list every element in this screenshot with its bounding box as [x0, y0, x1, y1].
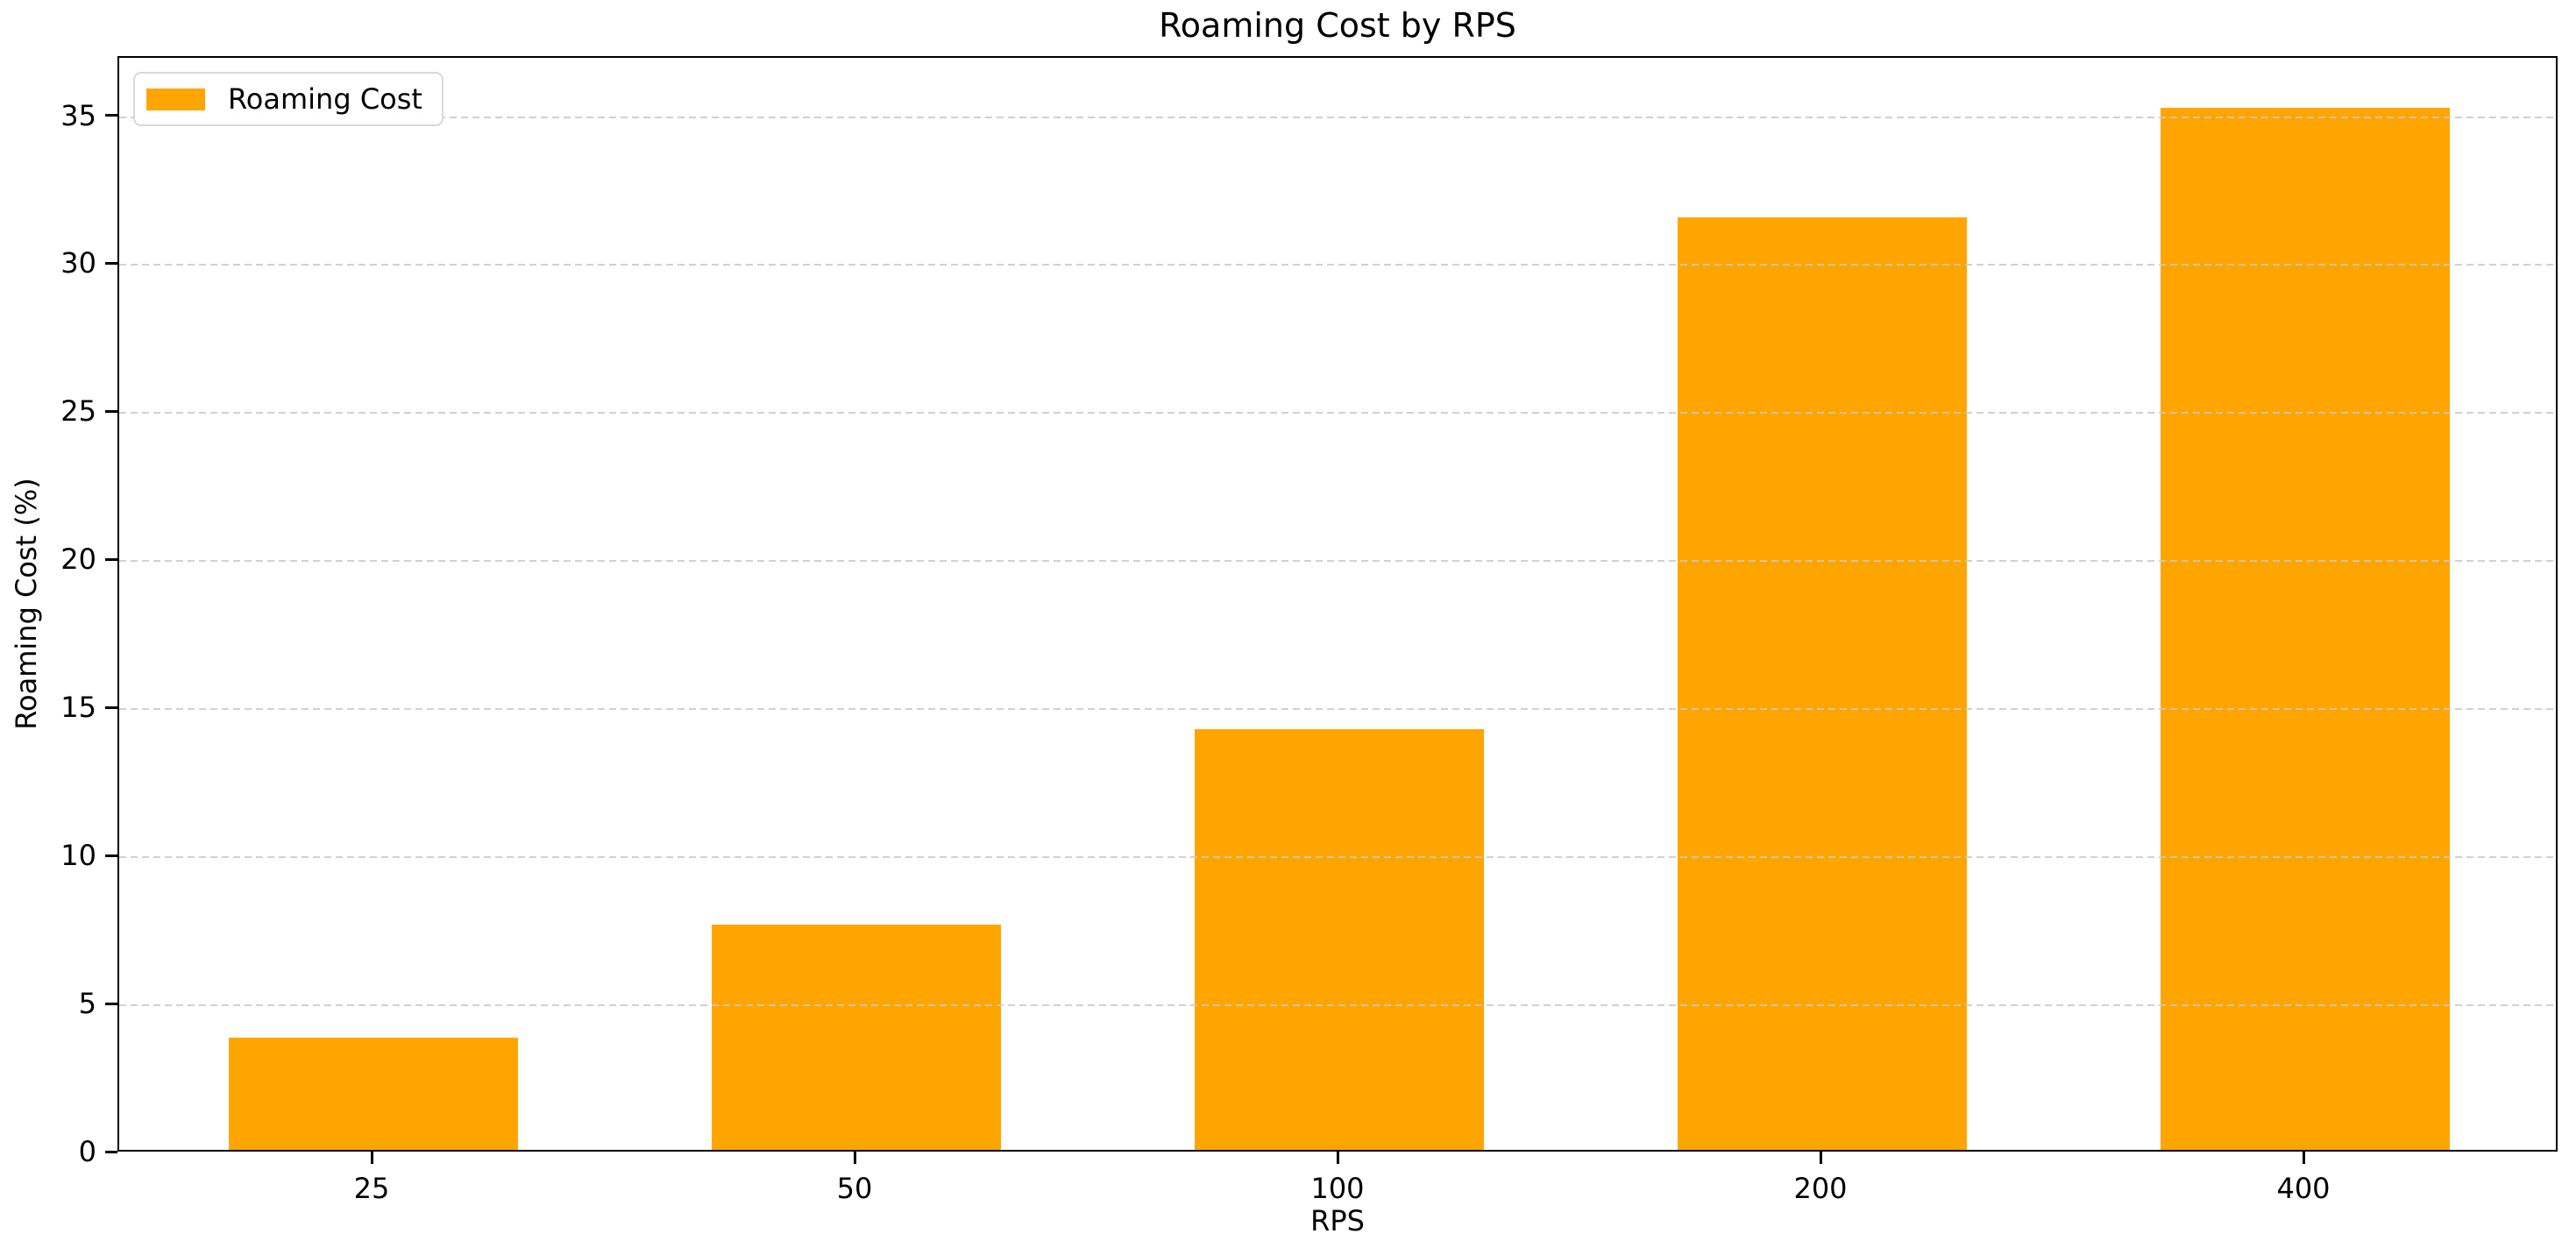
bar-rps-400: [2161, 107, 2450, 1150]
y-tick-mark-15: [105, 706, 117, 709]
x-tick-mark-200: [1819, 1152, 1822, 1164]
y-tick-label-25: 25: [60, 394, 96, 429]
bar-rps-100: [1195, 729, 1484, 1150]
x-tick-label-200: 200: [1793, 1172, 1848, 1205]
legend-swatch-icon: [146, 88, 205, 110]
gridline-y-20: [119, 560, 2556, 563]
gridline-y-30: [119, 264, 2556, 266]
x-tick-label-400: 400: [2276, 1172, 2331, 1205]
x-tick-label-50: 50: [836, 1172, 873, 1205]
gridline-y-10: [119, 856, 2556, 859]
x-axis-label: RPS: [1310, 1204, 1365, 1237]
y-tick-mark-35: [105, 114, 117, 117]
legend: Roaming Cost: [133, 72, 444, 126]
y-tick-mark-25: [105, 409, 117, 413]
bars-layer: [119, 58, 2556, 1150]
y-tick-label-30: 30: [60, 246, 96, 280]
gridline-y-25: [119, 412, 2556, 415]
y-tick-label-20: 20: [60, 542, 96, 577]
y-tick-label-15: 15: [60, 691, 96, 725]
x-tick-mark-100: [1336, 1152, 1339, 1164]
gridlines-layer: [119, 58, 2556, 1150]
x-tick-mark-400: [2302, 1152, 2305, 1164]
bar-rps-200: [1678, 216, 1967, 1150]
x-tick-label-25: 25: [353, 1172, 390, 1205]
y-tick-mark-10: [105, 854, 117, 857]
y-tick-mark-5: [105, 1002, 117, 1005]
y-tick-mark-20: [105, 557, 117, 561]
gridline-y-35: [119, 116, 2556, 118]
y-tick-label-35: 35: [60, 98, 96, 132]
x-tick-mark-50: [853, 1152, 856, 1164]
y-tick-label-5: 5: [78, 987, 96, 1021]
chart-title: Roaming Cost by RPS: [1159, 6, 1516, 45]
bar-rps-50: [712, 925, 1001, 1150]
y-tick-label-0: 0: [78, 1135, 96, 1168]
y-tick-mark-0: [105, 1150, 117, 1153]
plot-area: Roaming Cost: [117, 56, 2558, 1152]
gridline-y-5: [119, 1004, 2556, 1007]
x-tick-mark-25: [370, 1152, 373, 1164]
y-axis-label: Roaming Cost (%): [10, 478, 43, 730]
y-tick-label-10: 10: [60, 839, 96, 873]
y-tick-mark-30: [105, 261, 117, 265]
gridline-y-15: [119, 708, 2556, 711]
bar-rps-25: [229, 1037, 518, 1150]
legend-label: Roaming Cost: [228, 82, 422, 116]
x-tick-label-100: 100: [1310, 1172, 1365, 1205]
